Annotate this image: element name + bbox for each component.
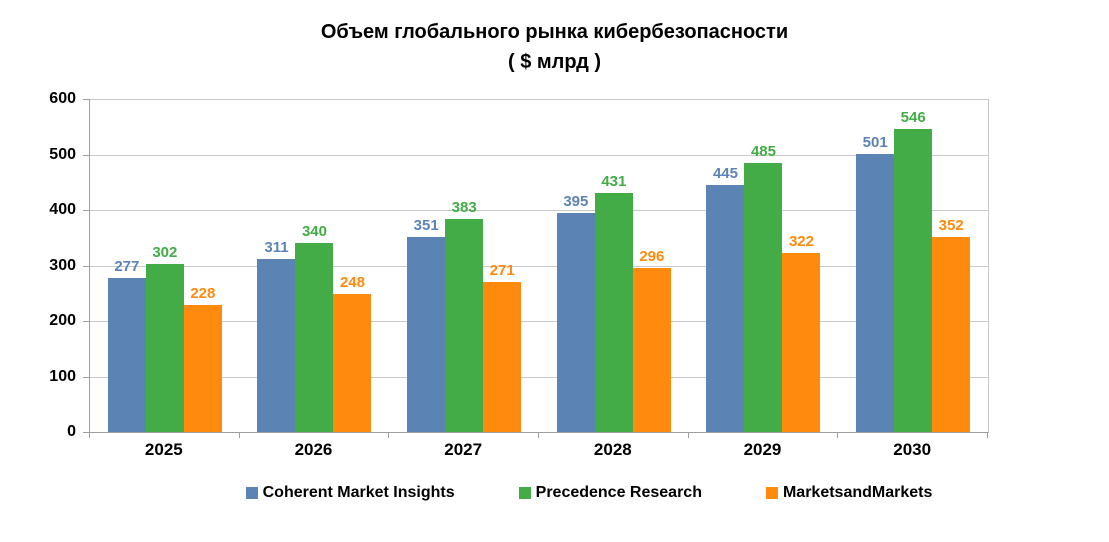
bar-group-2025: 277 302 228 [90, 99, 240, 432]
bars-2030: 501 546 352 [856, 99, 971, 432]
gridline-200 [90, 321, 988, 323]
legend: Coherent Market Insights Precedence Resea… [140, 484, 1038, 502]
y-tick-0 [83, 432, 89, 433]
gridline-400 [90, 210, 988, 212]
bar-value-label: 302 [152, 244, 178, 262]
bar-value-label: 395 [563, 192, 589, 210]
legend-label: Coherent Market Insights [262, 484, 455, 501]
bars-2025: 277 302 228 [107, 99, 222, 432]
x-tick-5 [837, 433, 839, 438]
x-tick-label-2025: 2025 [144, 440, 183, 459]
bar-value-label: 248 [339, 274, 365, 292]
y-tick-300 [83, 265, 89, 267]
bar-coherent-market-insights-2025: 277 [107, 258, 146, 432]
bar-coherent-market-insights-2026: 311 [257, 239, 296, 432]
x-tick-1 [238, 433, 240, 438]
gridline-500 [90, 154, 988, 156]
y-tick-200 [83, 321, 89, 323]
bar-marketsandmarkets-2029: 322 [782, 233, 821, 432]
bar-coherent-market-insights-2029: 445 [706, 165, 745, 432]
x-tick-label-2030: 2030 [893, 440, 932, 459]
legend-swatch-icon [765, 487, 778, 499]
bar-value-label: 351 [413, 217, 439, 235]
legend-item-precedence-research: Precedence Research [518, 484, 702, 502]
x-tick-4 [687, 433, 689, 438]
y-tick-label-300: 300 [49, 256, 76, 274]
gridline-300 [90, 265, 988, 267]
legend-label: Precedence Research [535, 484, 702, 501]
y-tick-400 [83, 210, 89, 212]
chart-title: Объем глобального рынка кибербезопасност… [0, 17, 1109, 77]
x-tick-label-2027: 2027 [444, 440, 483, 459]
bar-value-label: 445 [712, 165, 738, 183]
legend-item-coherent-market-insights: Coherent Market Insights [245, 484, 455, 502]
bar-value-label: 546 [900, 108, 926, 126]
bars-2028: 395 431 296 [556, 99, 671, 432]
bar-group-2030: 501 546 352 [838, 99, 988, 432]
bar-marketsandmarkets-2028: 296 [632, 248, 671, 432]
bar-precedence-research-2028: 431 [594, 173, 633, 432]
bar-value-label: 383 [451, 199, 477, 217]
plot-area: 277 302 228 311 340 248 351 383 271 395 431 296 445 4… [83, 99, 989, 438]
chart-title-line2: ( $ млрд ) [507, 51, 602, 73]
bar-value-label: 322 [788, 233, 814, 251]
bar-value-label: 311 [264, 239, 289, 257]
gridline-100 [90, 376, 988, 378]
bar-value-label: 271 [489, 261, 515, 279]
bar-group-2026: 311 340 248 [240, 99, 390, 432]
legend-swatch-icon [518, 487, 531, 499]
legend-label: MarketsandMarkets [782, 484, 933, 501]
bar-coherent-market-insights-2028: 395 [556, 193, 595, 432]
legend-swatch-icon [245, 487, 258, 499]
bar-precedence-research-2025: 302 [145, 244, 184, 432]
chart-title-line1: Объем глобального рынка кибербезопасност… [320, 21, 789, 43]
bar-group-2027: 351 383 271 [389, 99, 539, 432]
bar-value-label: 228 [190, 285, 216, 303]
bar-value-label: 340 [301, 223, 327, 241]
x-tick-2 [388, 433, 390, 438]
bar-value-label: 277 [114, 258, 140, 276]
y-tick-label-0: 0 [67, 423, 76, 440]
bar-group-2029: 445 485 322 [689, 99, 839, 432]
y-tick-100 [83, 376, 89, 378]
bar-precedence-research-2026: 340 [295, 223, 334, 432]
bar-coherent-market-insights-2030: 501 [856, 134, 895, 432]
y-axis-labels: 0 100 200 300 400 500 600 [0, 90, 76, 440]
y-tick-label-400: 400 [49, 201, 76, 219]
x-tick-0 [89, 433, 90, 438]
bar-precedence-research-2029: 485 [744, 143, 783, 432]
bar-value-label: 431 [601, 172, 627, 190]
bar-group-2028: 395 431 296 [539, 99, 689, 432]
y-tick-500 [83, 154, 89, 156]
y-tick-label-200: 200 [49, 312, 76, 330]
bar-precedence-research-2030: 546 [894, 109, 933, 432]
x-tick-label-2029: 2029 [743, 440, 782, 459]
bars-2026: 311 340 248 [257, 99, 372, 432]
bar-value-label: 501 [862, 133, 888, 151]
bar-marketsandmarkets-2026: 248 [333, 274, 372, 432]
bar-precedence-research-2027: 383 [445, 199, 484, 432]
bar-value-label: 352 [938, 216, 964, 234]
y-tick-label-500: 500 [49, 145, 76, 163]
bar-value-label: 296 [639, 247, 665, 265]
x-tick-label-2028: 2028 [593, 440, 632, 459]
bars-2029: 445 485 322 [706, 99, 821, 432]
y-tick-label-600: 600 [49, 90, 76, 107]
bar-marketsandmarkets-2027: 271 [483, 262, 522, 432]
gridline-600 [90, 99, 988, 100]
x-axis-labels: 2025 2026 2027 2028 2029 2030 [89, 440, 987, 464]
bar-value-label: 485 [750, 142, 776, 160]
bar-coherent-market-insights-2027: 351 [407, 217, 446, 432]
legend-item-marketsandmarkets: MarketsandMarkets [765, 484, 933, 502]
y-tick-600 [83, 99, 89, 100]
x-tick-label-2026: 2026 [294, 440, 333, 459]
x-tick-6 [987, 433, 988, 438]
x-tick-3 [538, 433, 539, 438]
bar-marketsandmarkets-2030: 352 [932, 217, 971, 432]
y-tick-label-100: 100 [49, 367, 76, 385]
bars-2027: 351 383 271 [407, 99, 522, 432]
bar-marketsandmarkets-2025: 228 [183, 285, 222, 432]
